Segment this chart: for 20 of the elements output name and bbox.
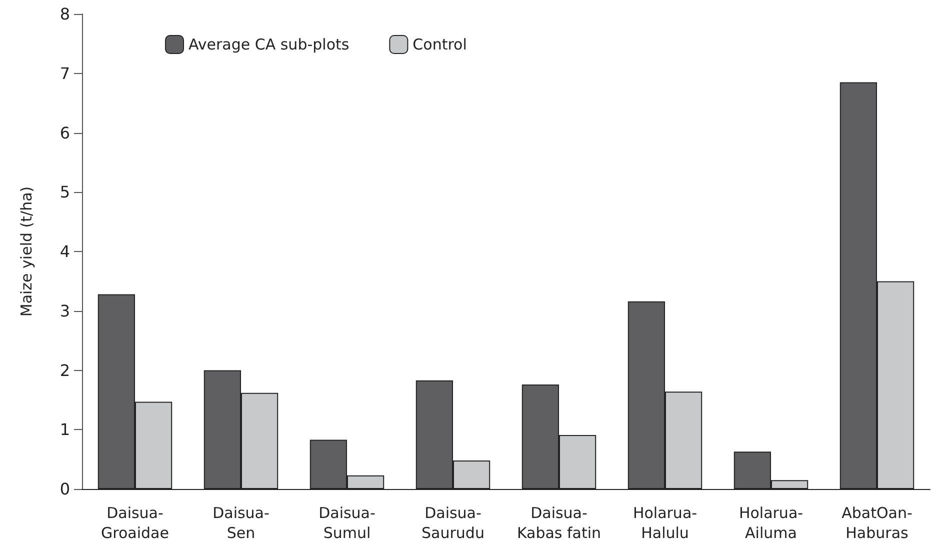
x-tick-label: Daisua- Kabas fatin <box>516 504 602 542</box>
y-tick-label: 3 <box>60 301 70 320</box>
legend-label: Control <box>412 36 467 54</box>
y-tick-label: 7 <box>60 64 70 83</box>
x-tick-label: Daisua- Sumul <box>318 504 376 542</box>
y-tick-label: 8 <box>60 4 70 24</box>
x-tick-label: Holarua- Halulu <box>632 504 698 542</box>
y-tick-label: 0 <box>60 480 70 498</box>
x-tick-label: AbatOan- Haburas <box>842 504 912 542</box>
y-tick-label: 6 <box>60 123 70 142</box>
x-tick-label: Daisua- Groaidae <box>101 504 169 542</box>
legend-label: Average CA sub-plots <box>188 36 350 54</box>
y-tick-label: 1 <box>60 420 70 440</box>
x-tick-label: Daisua- Sen <box>212 504 270 542</box>
y-tick-label: 5 <box>60 182 70 202</box>
y-axis-title: Maize yield (t/ha) <box>18 186 36 317</box>
y-tick-label: 2 <box>60 360 70 380</box>
x-tick-label: Holarua- Ailuma <box>738 504 804 542</box>
y-tick-label: 4 <box>60 242 70 261</box>
x-tick-label: Daisua- Saurudu <box>422 504 484 542</box>
